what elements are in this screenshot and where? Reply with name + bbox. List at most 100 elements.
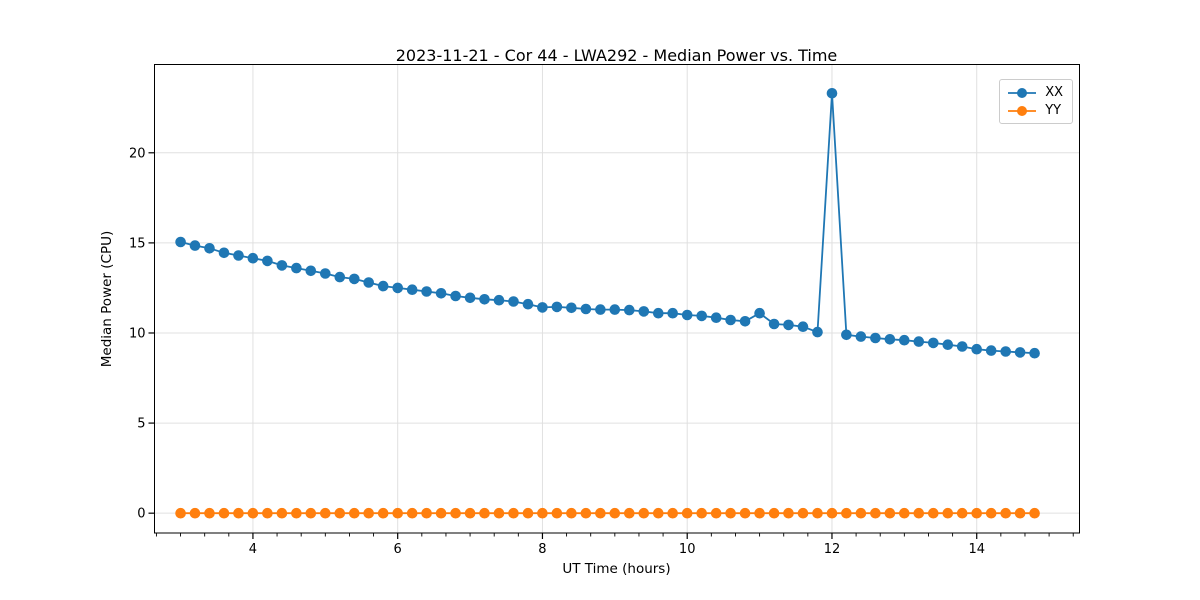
data-point (493, 294, 505, 306)
data-point (522, 507, 534, 519)
y-tick-label: 0 (137, 507, 145, 522)
data-point (305, 265, 317, 277)
data-point (508, 507, 519, 519)
data-point (1000, 507, 1011, 519)
data-point (1014, 347, 1026, 358)
data-point (233, 250, 244, 261)
data-point (942, 507, 954, 519)
data-point (493, 507, 505, 519)
data-point (233, 507, 244, 519)
x-tick-label: 8 (538, 542, 546, 557)
data-point (479, 507, 490, 519)
data-point (681, 507, 693, 519)
y-tick-label: 15 (129, 236, 146, 251)
data-point (841, 507, 852, 519)
legend-item-yy: YY (1007, 103, 1063, 118)
legend-label-xx: XX (1045, 85, 1063, 100)
data-point (739, 507, 751, 519)
gridlines (154, 64, 1080, 533)
y-tick-label: 5 (137, 417, 145, 432)
data-point (595, 304, 606, 315)
data-point (899, 334, 910, 346)
data-point (710, 507, 722, 519)
data-point (406, 507, 418, 519)
x-axis-label: UT Time (hours) (562, 561, 671, 577)
data-point (392, 282, 404, 294)
legend: XX YY (999, 79, 1073, 124)
data-point (334, 507, 346, 519)
data-point (739, 316, 751, 327)
data-point (797, 321, 809, 333)
data-point (710, 312, 722, 324)
data-point (1000, 346, 1011, 357)
data-point (826, 507, 838, 519)
data-point (681, 309, 693, 321)
data-point (1029, 347, 1040, 359)
data-point (349, 507, 360, 519)
data-point (609, 507, 621, 519)
x-tick-label: 4 (249, 542, 257, 557)
data-point (363, 507, 375, 519)
data-point (609, 304, 621, 315)
data-point (783, 319, 794, 331)
x-tick-label: 14 (968, 542, 985, 557)
data-point (928, 337, 939, 349)
data-point (247, 252, 259, 264)
data-point (334, 271, 346, 283)
y-axis-label: Median Power (CPU) (99, 230, 115, 368)
data-point (667, 507, 678, 519)
data-point (971, 507, 982, 519)
data-point (624, 507, 635, 519)
data-point (956, 507, 968, 519)
data-point (551, 507, 563, 519)
series-xx (175, 88, 1040, 359)
data-point (464, 292, 476, 304)
data-point (667, 307, 678, 319)
data-point (450, 290, 461, 302)
data-point (291, 262, 302, 274)
data-point (696, 507, 707, 519)
data-point (855, 331, 867, 342)
data-point (913, 336, 925, 347)
data-point (276, 507, 288, 519)
data-point (537, 507, 548, 519)
data-point (595, 507, 606, 519)
data-point (754, 507, 765, 519)
data-point (320, 507, 331, 519)
data-point (218, 507, 230, 519)
data-point (884, 507, 896, 519)
data-point (870, 332, 881, 344)
data-point (971, 343, 982, 355)
data-point (1029, 507, 1040, 519)
data-point (985, 345, 997, 356)
data-point (725, 314, 736, 326)
data-point (638, 507, 650, 519)
data-point (175, 236, 186, 248)
data-point (956, 341, 968, 352)
data-point (291, 507, 302, 519)
data-point (566, 507, 577, 519)
legend-marker-xx-icon (1008, 87, 1037, 98)
y-tick-label: 20 (129, 146, 146, 161)
data-point (406, 284, 418, 296)
data-point (435, 288, 447, 299)
data-point (479, 294, 490, 305)
data-point (812, 326, 823, 338)
data-point (696, 310, 707, 322)
data-point (754, 307, 765, 319)
data-point (522, 298, 534, 310)
data-point (870, 507, 881, 519)
data-point (841, 329, 852, 341)
data-point (175, 507, 186, 519)
x-tick-label: 12 (824, 542, 841, 557)
data-point (537, 302, 548, 313)
data-point (551, 301, 563, 313)
data-point (421, 507, 432, 519)
series-yy (175, 507, 1040, 519)
x-tick-label: 10 (679, 542, 696, 557)
data-point (928, 507, 939, 519)
legend-marker-yy-icon (1008, 105, 1037, 116)
data-point (1014, 507, 1026, 519)
